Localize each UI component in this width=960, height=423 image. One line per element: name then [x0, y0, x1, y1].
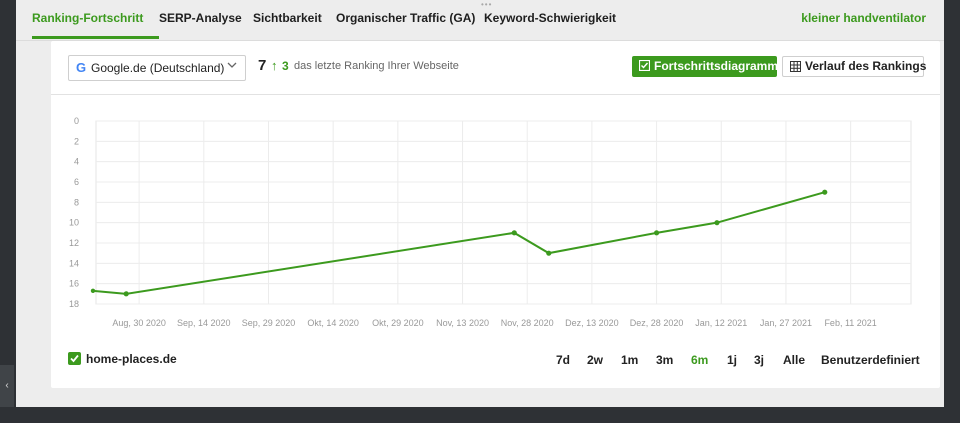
google-icon: G — [76, 60, 87, 75]
data-point — [511, 230, 517, 236]
active-tab-indicator — [32, 36, 159, 39]
rank-description: das letzte Ranking Ihrer Webseite — [294, 60, 459, 72]
data-point — [653, 230, 660, 236]
legend-checkbox[interactable] — [68, 352, 81, 365]
y-tick-label: 18 — [69, 299, 79, 309]
x-tick-label: Sep, 14 2020 — [177, 318, 231, 328]
arrow-up-icon: ↑ — [271, 58, 278, 73]
y-tick-label: 4 — [74, 157, 79, 167]
x-tick-label: Jan, 27 2021 — [760, 318, 812, 328]
y-tick-label: 12 — [69, 238, 79, 248]
data-point — [123, 291, 129, 297]
x-tick-label: Dez, 28 2020 — [630, 318, 684, 328]
tab-keyword-schwierigkeit[interactable]: Keyword-Schwierigkeit — [484, 11, 617, 25]
range-3m[interactable]: 3m — [656, 353, 674, 367]
chart-card: G Google.de (Deutschland) 7 ↑ 3 das letz… — [51, 41, 940, 388]
range-3j[interactable]: 3j — [754, 353, 765, 367]
search-engine-select[interactable]: G Google.de (Deutschland) — [68, 55, 246, 81]
y-tick-label: 2 — [74, 136, 79, 146]
x-tick-label: Okt, 29 2020 — [372, 318, 424, 328]
chart-footer: home-places.de 7d 2w 1m 3m 6m 1j 3j Alle… — [51, 346, 940, 376]
tab-organischer-traffic[interactable]: Organischer Traffic (GA) — [336, 11, 476, 25]
y-tick-label: 8 — [74, 197, 79, 207]
tab-ranking-fortschritt[interactable]: Ranking-Fortschritt — [32, 11, 144, 25]
tab-serp-analyse[interactable]: SERP-Analyse — [159, 11, 242, 25]
ranking-history-label: Verlauf des Rankings — [805, 59, 927, 73]
range-1m[interactable]: 1m — [621, 353, 639, 367]
data-point — [546, 250, 552, 256]
rank-change: 3 — [282, 59, 289, 73]
chart-toolbar: G Google.de (Deutschland) 7 ↑ 3 das letz… — [51, 41, 940, 95]
y-tick-label: 14 — [69, 258, 79, 268]
data-point — [714, 220, 720, 226]
tab-bar: Ranking-Fortschritt SERP-Analyse Sichtba… — [16, 0, 944, 41]
range-7d[interactable]: 7d — [556, 353, 571, 367]
drag-handle-icon[interactable]: ••• — [481, 0, 493, 9]
checkbox-icon — [639, 60, 650, 71]
y-tick-label: 0 — [74, 116, 79, 126]
y-tick-label: 6 — [74, 177, 79, 187]
y-tick-label: 10 — [69, 218, 79, 228]
range-6m[interactable]: 6m — [691, 353, 709, 367]
chevron-left-icon[interactable]: ‹ — [0, 365, 14, 407]
keyword-label[interactable]: kleiner handventilator — [801, 11, 926, 25]
x-tick-label: Jan, 12 2021 — [695, 318, 747, 328]
progress-chart-label: Fortschrittsdiagramm — [654, 59, 779, 73]
x-tick-label: Feb, 11 2021 — [824, 318, 876, 328]
table-icon — [790, 61, 801, 72]
current-rank: 7 — [258, 57, 267, 74]
plot-area — [95, 120, 912, 305]
y-tick-label: 16 — [69, 279, 79, 289]
x-tick-label: Dez, 13 2020 — [565, 318, 619, 328]
x-tick-label: Okt, 14 2020 — [307, 318, 359, 328]
data-point — [90, 288, 96, 293]
progress-chart-button[interactable]: Fortschrittsdiagramm — [632, 56, 779, 77]
tab-sichtbarkeit[interactable]: Sichtbarkeit — [253, 11, 322, 25]
ranking-history-button[interactable]: Verlauf des Rankings — [782, 56, 927, 77]
ranking-line-chart: 0 2 4 6 8 10 12 14 16 18 Aug, 30 2020 Sep, 14 2020 S… — [69, 116, 912, 328]
range-benutzerdefiniert[interactable]: Benutzerdefiniert — [821, 353, 920, 367]
range-1j[interactable]: 1j — [727, 353, 738, 367]
legend-series-label: home-places.de — [86, 352, 177, 366]
x-tick-label: Aug, 30 2020 — [112, 318, 166, 328]
x-tick-label: Nov, 28 2020 — [501, 318, 554, 328]
range-2w[interactable]: 2w — [587, 353, 604, 367]
range-alle[interactable]: Alle — [783, 353, 806, 367]
data-point — [822, 189, 828, 195]
app-frame: ••• Ranking-Fortschritt SERP-Analyse Sic… — [16, 0, 944, 407]
check-icon — [70, 354, 79, 363]
x-tick-label: Sep, 29 2020 — [242, 318, 296, 328]
x-tick-label: Nov, 13 2020 — [436, 318, 489, 328]
chevron-down-icon — [227, 62, 237, 68]
search-engine-label: Google.de (Deutschland) — [91, 61, 225, 75]
